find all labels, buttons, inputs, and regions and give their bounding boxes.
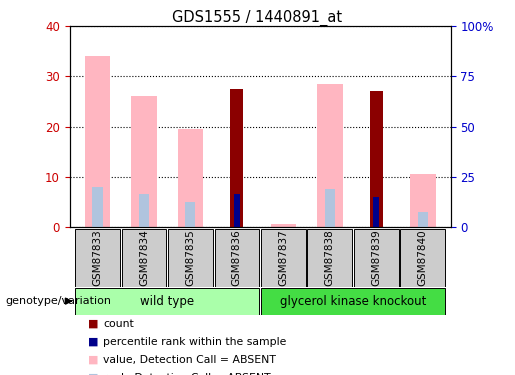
Text: ■: ■ [88, 319, 98, 329]
Text: value, Detection Call = ABSENT: value, Detection Call = ABSENT [103, 355, 276, 365]
Text: GSM87839: GSM87839 [371, 230, 381, 286]
Text: ■: ■ [88, 355, 98, 365]
Bar [139, 194, 149, 227]
Bar [178, 129, 203, 227]
Text: genotype/variation: genotype/variation [5, 296, 111, 306]
Bar [261, 288, 445, 315]
Bar [92, 187, 102, 227]
Bar [131, 96, 157, 227]
Text: GSM87834: GSM87834 [139, 230, 149, 286]
Text: ■: ■ [88, 373, 98, 375]
Bar [354, 229, 399, 287]
Bar [401, 229, 445, 287]
Bar [418, 212, 428, 227]
Bar [168, 229, 213, 287]
Bar [270, 224, 296, 227]
Bar [261, 229, 305, 287]
Text: GSM87835: GSM87835 [185, 230, 195, 286]
Bar [75, 288, 259, 315]
Text: glycerol kinase knockout: glycerol kinase knockout [280, 295, 426, 307]
Bar [307, 229, 352, 287]
Text: GSM87838: GSM87838 [325, 230, 335, 286]
Bar [75, 229, 119, 287]
Bar [84, 56, 110, 227]
Text: ■: ■ [88, 337, 98, 347]
Bar [370, 92, 383, 227]
Text: rank, Detection Call = ABSENT: rank, Detection Call = ABSENT [103, 373, 270, 375]
Bar [410, 174, 436, 227]
Text: GDS1555 / 1440891_at: GDS1555 / 1440891_at [173, 9, 342, 26]
Text: percentile rank within the sample: percentile rank within the sample [103, 337, 286, 347]
Text: wild type: wild type [140, 295, 194, 307]
Bar [122, 229, 166, 287]
Bar [234, 194, 239, 227]
Bar [230, 89, 244, 227]
Text: GSM87840: GSM87840 [418, 230, 428, 286]
Bar [215, 229, 259, 287]
Text: GSM87833: GSM87833 [92, 230, 102, 286]
Bar [324, 189, 335, 227]
Bar [373, 197, 379, 227]
Text: GSM87837: GSM87837 [278, 230, 288, 286]
Text: GSM87836: GSM87836 [232, 230, 242, 286]
Text: count: count [103, 319, 134, 329]
Bar [185, 202, 196, 227]
Bar [317, 84, 342, 227]
